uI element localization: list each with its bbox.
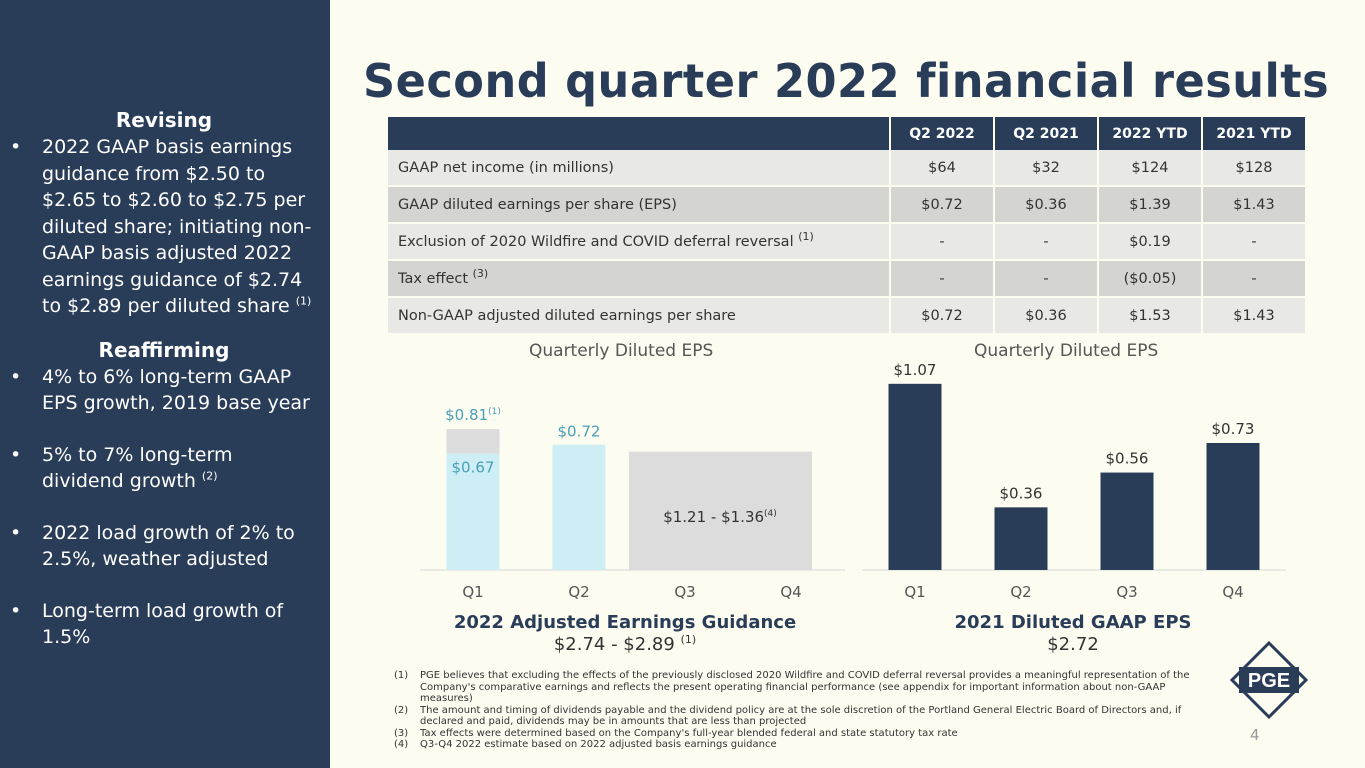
reaffirming-item-sup: (2) [201,469,218,483]
table-cell: $0.19 [1097,223,1202,261]
page-number: 4 [1250,726,1260,744]
chart1-bar-q3-q4-range [629,451,812,570]
table-cell: $124 [1097,150,1202,187]
table-cell: - [993,260,1098,298]
table-row: GAAP net income (in millions) $64 $32 $1… [388,150,1305,187]
chart1-label-q1-base: $0.67 [452,458,495,476]
table-cell: $0.72 [889,186,994,224]
chart2-title: Quarterly Diluted EPS [974,341,1159,361]
revising-sup: (1) [295,294,312,308]
row-label: Tax effect (3) [388,260,890,298]
row-label: GAAP diluted earnings per share (EPS) [388,186,890,224]
table-header-cell: 2021 YTD [1201,117,1305,150]
sidebar: Revising 2022 GAAP basis earnings guidan… [0,0,330,768]
chart1-title: Quarterly Diluted EPS [529,341,714,361]
reaffirming-item: 5% to 7% long-term dividend growth (2) [10,442,318,495]
footnote: (3) Tax effects were determined based on … [394,727,958,739]
chart2-footer-value: $2.72 [1047,634,1099,655]
reaffirming-item-text: Long-term load growth of 1.5% [42,599,284,649]
table-cell: - [1201,260,1305,298]
table-cell: - [1201,223,1305,261]
table-cell: - [993,223,1098,261]
financial-table: Q2 2022 Q2 2021 2022 YTD 2021 YTD GAAP n… [388,117,1305,335]
table-cell: $0.36 [993,186,1098,224]
table-cell: $1.53 [1097,297,1202,335]
chart1-bar-q1-base [446,453,500,570]
reaffirming-item: 2022 load growth of 2% to 2.5%, weather … [10,520,318,573]
chart1-tick-label: Q1 [462,583,483,601]
chart1-bar-q2 [552,444,606,570]
chart1-tick-label: Q4 [780,583,801,601]
chart1-tick-label: Q3 [674,583,695,601]
chart2-tick-label: Q2 [1010,583,1031,601]
table-cell: $1.43 [1201,297,1305,335]
reaffirming-item-text: 4% to 6% long-term GAAP EPS growth, 2019… [42,365,310,415]
logo-text: PGE [1248,670,1290,692]
revising-list: 2022 GAAP basis earnings guidance from $… [10,134,318,320]
chart2-tick-label: Q1 [904,583,925,601]
chart1-tick-label: Q2 [568,583,589,601]
pge-logo: PGE [1229,640,1309,720]
chart2-tick-label: Q4 [1222,583,1243,601]
revising-heading: Revising [115,108,213,132]
chart1-label-range: $1.21 - $1.36(4) [663,508,777,526]
reaffirming-item: 4% to 6% long-term GAAP EPS growth, 2019… [10,364,318,417]
chart2-footer-title: 2021 Diluted GAAP EPS [954,612,1192,633]
chart2-bar [1206,442,1260,570]
row-label: Non-GAAP adjusted diluted earnings per s… [388,297,890,335]
chart1-footer-title: 2022 Adjusted Earnings Guidance [453,612,797,633]
revising-text: 2022 GAAP basis earnings guidance from $… [42,136,312,317]
chart2-data-label: $0.73 [1212,420,1255,438]
table-cell: $0.72 [889,297,994,335]
table-header-blank [388,117,890,150]
chart2-bar [1100,472,1154,570]
chart1-label-q1-total: $0.81(1) [445,406,501,424]
table-cell: $64 [889,150,994,187]
reaffirming-item-text: 5% to 7% long-term dividend growth [42,443,233,493]
footnote: (4) Q3-Q4 2022 estimate based on 2022 adj… [394,739,777,750]
table-header-cell: Q2 2022 [889,117,994,150]
revising-item: 2022 GAAP basis earnings guidance from $… [10,134,318,320]
reaffirming-heading: Reaffirming [98,337,230,362]
table-header-cell: Q2 2021 [993,117,1098,150]
table-cell: $1.39 [1097,186,1202,224]
page-title: Second quarter 2022 financial results [363,54,1330,108]
table-cell: $32 [993,150,1098,187]
table-header-cell: 2022 YTD [1097,117,1202,150]
table-row: Non-GAAP adjusted diluted earnings per s… [388,297,1305,335]
table-cell: ($0.05) [1097,260,1202,298]
chart1-label-q2: $0.72 [558,423,601,441]
table-cell: $1.43 [1201,186,1305,224]
chart2-data-label: $0.36 [1000,484,1043,502]
table-cell: $128 [1201,150,1305,187]
row-label: Exclusion of 2020 Wildfire and COVID def… [388,223,890,261]
table-cell: - [889,223,994,261]
table-row: GAAP diluted earnings per share (EPS) $0… [388,186,1305,224]
chart2-data-label: $0.56 [1106,450,1149,468]
footnotes: (1) PGE believes that excluding the effec… [394,670,1219,751]
table-cell: - [889,260,994,298]
reaffirming-item: Long-term load growth of 1.5% [10,598,318,651]
chart2-tick-label: Q3 [1116,583,1137,601]
table-cell: $0.36 [993,297,1098,335]
footnote: (2) The amount and timing of dividends pa… [394,704,1182,728]
chart2-data-label: $1.07 [894,361,937,379]
reaffirming-item-text: 2022 load growth of 2% to 2.5%, weather … [42,521,295,571]
chart1-footer-value: $2.74 - $2.89 (1) [553,633,697,655]
table-header-row: Q2 2022 Q2 2021 2022 YTD 2021 YTD [388,117,1305,150]
table-row: Exclusion of 2020 Wildfire and COVID def… [388,223,1305,261]
row-label: GAAP net income (in millions) [388,150,890,187]
footnote: (1) PGE believes that excluding the effec… [394,670,1190,704]
table-row: Tax effect (3) - - ($0.05) - [388,260,1305,298]
chart1-bar-q1-top [446,429,500,454]
chart2-bar [994,507,1048,570]
chart2-bar [888,383,942,570]
reaffirming-list: 4% to 6% long-term GAAP EPS growth, 2019… [10,364,318,651]
